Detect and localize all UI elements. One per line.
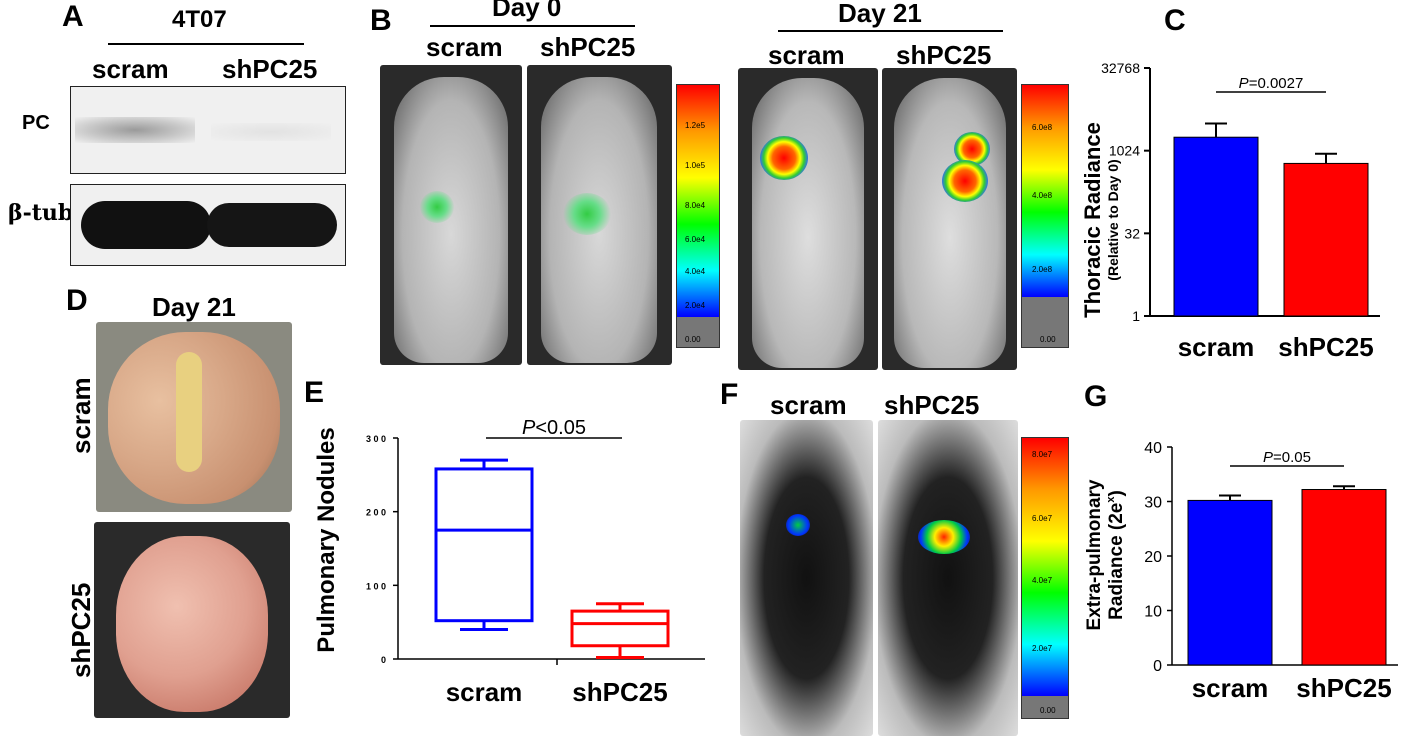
chart-g-ytick-label: 10: [1144, 604, 1162, 621]
chart-e-xtick-label: shPC25: [572, 677, 667, 707]
lung-photo-shpc25: [94, 522, 290, 718]
mouse-image-f-scram: [740, 420, 873, 736]
day0-label: Day 0: [492, 0, 561, 23]
pc-band-scram: [75, 117, 195, 143]
mouse-image-day0-scram: [380, 65, 522, 365]
mouse-image-day0-shpc25: [527, 65, 672, 365]
mouse-image-f-shpc25: [878, 420, 1018, 736]
chart-c-xtick-label: shPC25: [1278, 332, 1373, 362]
scalef-tick-1: 8.0e7: [1032, 450, 1052, 459]
scale21-tick-4: 0.00: [1040, 335, 1056, 344]
chart-g-ytick-label: 20: [1144, 549, 1162, 566]
chart-g-ytick-label: 0: [1153, 658, 1162, 675]
panel-c-label: C: [1164, 4, 1186, 38]
chart-c-ylabel-sub: (Relative to Day 0): [1105, 159, 1121, 280]
chart-g-ylabel: Extra-pulmonary: [1084, 479, 1105, 630]
scalef-tick-5: 0.00: [1040, 706, 1056, 715]
chart-e-ylabel: Pulmonary Nodules: [313, 427, 340, 652]
chart-e-ytick-label: 3 0 0: [366, 434, 386, 444]
d-row-scram-text: scram: [66, 377, 97, 454]
chart-c-pvalue: P=0.0027: [1239, 75, 1304, 92]
mouse-image-day21-shpc25: [882, 68, 1017, 370]
panel-d-title: Day 21: [152, 292, 236, 323]
panel-d-label: D: [66, 284, 88, 318]
lung-photo-scram: [96, 322, 292, 512]
scalef-tick-2: 6.0e7: [1032, 514, 1052, 523]
chart-c-bar-scram: [1174, 137, 1258, 316]
chart-e-xtick-label: scram: [446, 677, 523, 707]
chart-c-ylabel: Thoracic Radiance: [1080, 122, 1105, 318]
cell-line-label: 4T07: [172, 6, 227, 34]
d-row-label-scram: scram: [66, 377, 97, 408]
chart-c-ytick-label: 1024: [1109, 143, 1140, 159]
chart-c-ytick-label: 1: [1132, 308, 1140, 324]
day21-underline: [778, 30, 1003, 32]
scale21-tick-3: 2.0e8: [1032, 265, 1052, 274]
chart-g-ytick-label: 30: [1144, 495, 1162, 512]
lane-label-shpc25: shPC25: [222, 54, 317, 85]
chart-e-pvalue: P<0.05: [522, 417, 586, 439]
cell-line-underline: [108, 43, 304, 45]
scale0-tick-4: 6.0e4: [685, 235, 705, 244]
day0-underline: [430, 25, 635, 27]
btub-band-scram: [81, 201, 211, 249]
scale0-tick-5: 4.0e4: [685, 267, 705, 276]
scale0-tick-6: 2.0e4: [685, 301, 705, 310]
scalef-tick-3: 4.0e7: [1032, 576, 1052, 585]
color-scale-day21: 6.0e8 4.0e8 2.0e8 0.00: [1021, 84, 1069, 348]
chart-e-box-shpc25: [572, 611, 668, 646]
scale0-tick-2: 1.0e5: [685, 161, 705, 170]
scale21-tick-2: 4.0e8: [1032, 191, 1052, 200]
d-row-shpc25-text: shPC25: [66, 583, 97, 678]
mouse-image-day21-scram: [738, 68, 878, 370]
g-ylabel2-end: ): [1106, 490, 1127, 496]
chart-g-bar-shpc25: [1302, 490, 1386, 665]
color-scale-day0: 1.2e5 1.0e5 8.0e4 6.0e4 4.0e4 2.0e4 0.00: [676, 84, 720, 348]
chart-g-ylabel2: Radiance (2ex): [1105, 490, 1127, 620]
f-lane-scram: scram: [770, 390, 847, 421]
chart-c: 1 32 1024 32768 scram shPC25 P=0.0027 Thoraci…: [1070, 40, 1400, 370]
color-scale-f: 8.0e7 6.0e7 4.0e7 2.0e7 0.00: [1021, 437, 1069, 719]
scale0-tick-3: 8.0e4: [685, 201, 705, 210]
b-day0-lane-scram: scram: [426, 32, 503, 63]
f-lane-shpc25: shPC25: [884, 390, 979, 421]
scale21-tick-1: 6.0e8: [1032, 123, 1052, 132]
chart-g-pvalue: P=0.05: [1263, 449, 1311, 466]
western-blot-btub: [70, 184, 346, 266]
western-blot-pc: [70, 86, 346, 174]
chart-g-xtick-label: shPC25: [1296, 673, 1391, 703]
chart-g-xtick-label: scram: [1192, 673, 1269, 703]
lane-label-scram: scram: [92, 54, 169, 85]
panel-f-label: F: [720, 378, 738, 412]
chart-e-ytick-label: 1 0 0: [366, 581, 386, 591]
day21-label: Day 21: [838, 0, 922, 29]
pc-band-shpc25: [211, 123, 331, 141]
chart-c-bar-shpc25: [1284, 163, 1368, 316]
chart-e-box-scram: [436, 469, 532, 621]
chart-e: 0 1 0 0 2 0 0 3 0 0 scram shPC25 P<0.05 Pulmo…: [310, 410, 710, 710]
btub-band-shpc25: [207, 203, 337, 247]
panel-b-label: B: [370, 4, 392, 38]
chart-c-xtick-label: scram: [1178, 332, 1255, 362]
panel-e-label: E: [304, 376, 324, 410]
b-day21-lane-shpc25: shPC25: [896, 40, 991, 71]
panel-a-label: A: [62, 0, 84, 34]
chart-c-ytick-label: 32768: [1101, 60, 1140, 76]
scale0-tick-1: 1.2e5: [685, 121, 705, 130]
b-day21-lane-scram: scram: [768, 40, 845, 71]
row-label-btub: β-tub: [8, 200, 73, 226]
chart-c-ytick-label: 32: [1124, 225, 1140, 241]
b-day0-lane-shpc25: shPC25: [540, 32, 635, 63]
g-ylabel2-main: Radiance (2e: [1106, 503, 1127, 620]
panel-g-label: G: [1084, 380, 1107, 414]
chart-g: 0 10 20 30 40 scram shPC25 P=0.05 Extra-pulmon…: [1078, 420, 1408, 720]
chart-e-ytick-label: 0: [381, 655, 386, 665]
chart-e-ytick-label: 2 0 0: [366, 508, 386, 518]
d-row-label-shpc25: shPC25: [66, 583, 97, 620]
chart-g-ytick-label: 40: [1144, 440, 1162, 457]
scale0-tick-7: 0.00: [685, 335, 701, 344]
scalef-tick-4: 2.0e7: [1032, 644, 1052, 653]
row-label-pc: PC: [22, 112, 50, 135]
chart-g-bar-scram: [1188, 500, 1272, 665]
